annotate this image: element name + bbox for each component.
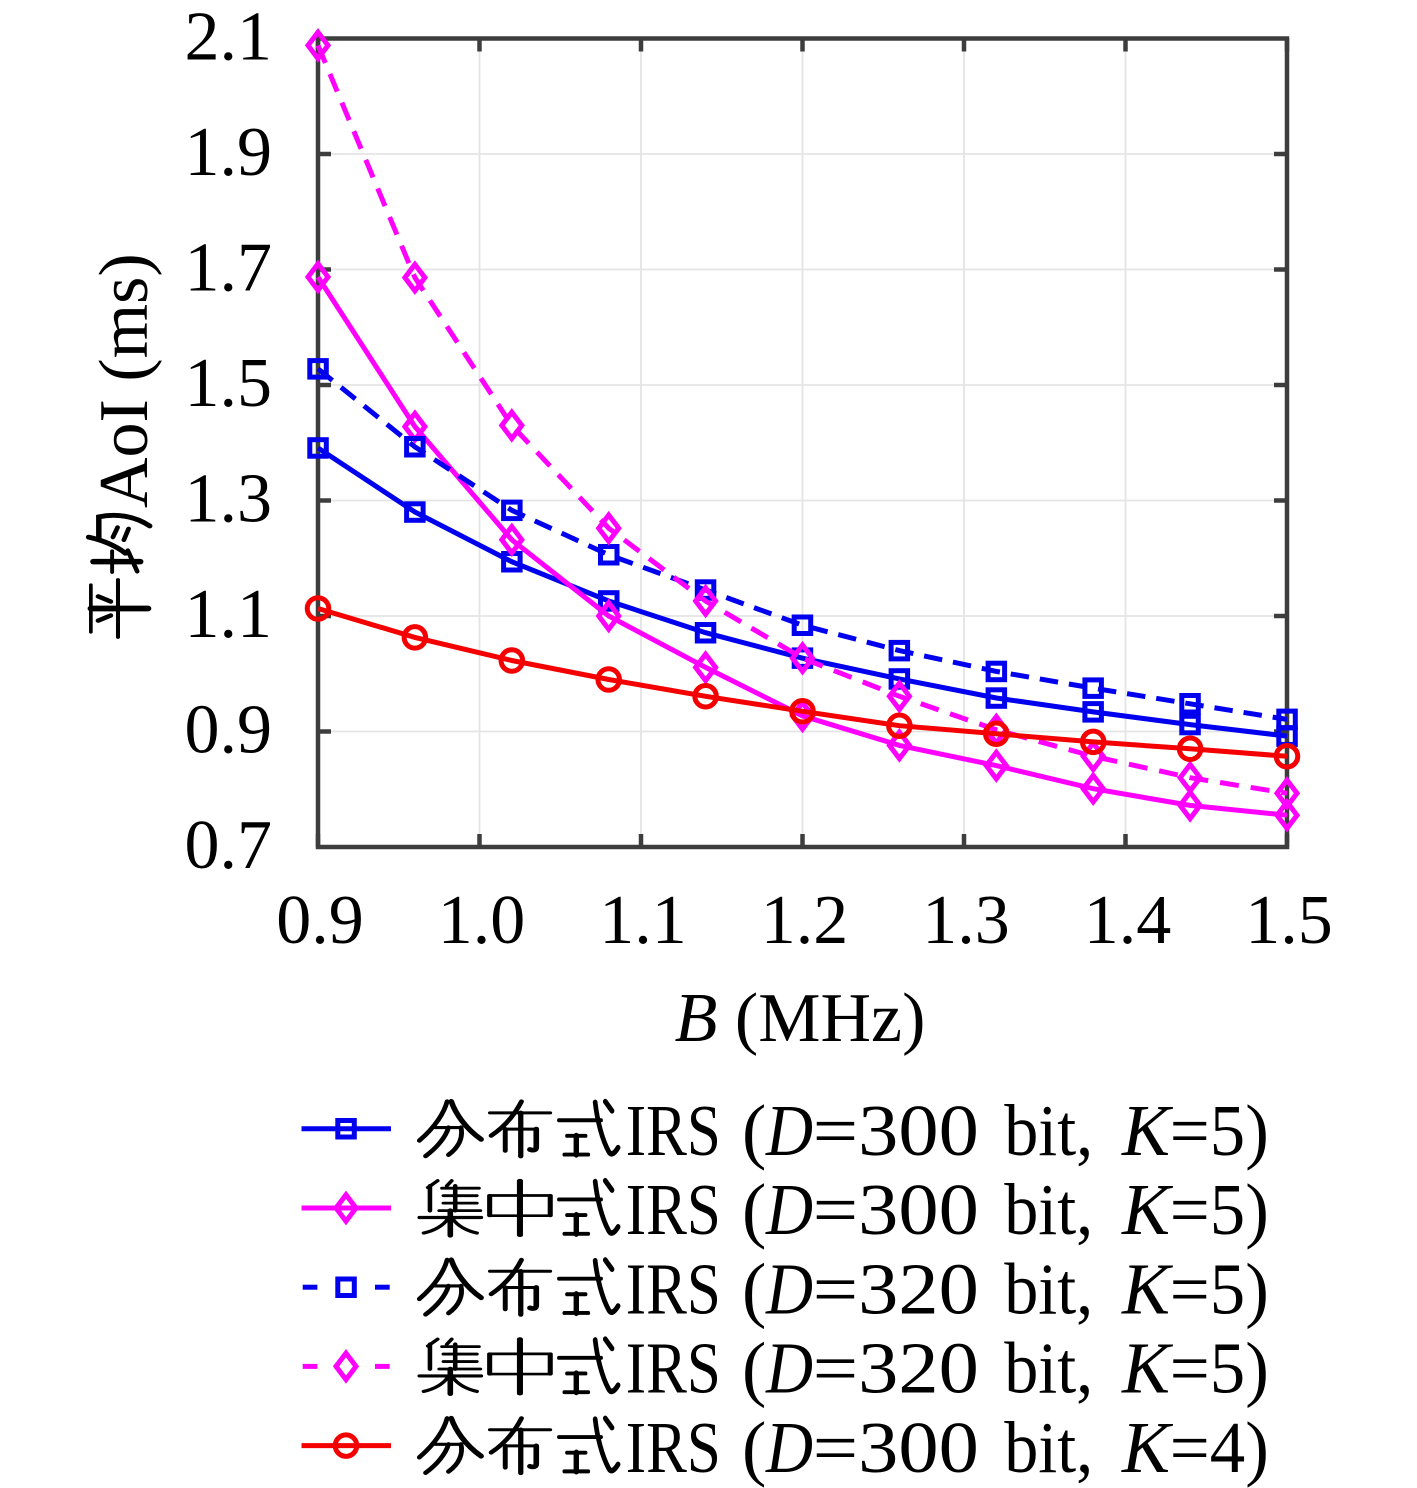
svg-text:1.3: 1.3 xyxy=(922,882,1010,959)
svg-text:=300: =300 xyxy=(813,1407,979,1488)
svg-text:(: ( xyxy=(742,1169,766,1250)
svg-text:K: K xyxy=(1121,1328,1173,1409)
svg-text:D: D xyxy=(765,1248,813,1329)
svg-text:IRS: IRS xyxy=(626,1169,721,1250)
svg-text:K: K xyxy=(1121,1248,1173,1329)
svg-text:bit,: bit, xyxy=(1004,1169,1093,1250)
svg-text:0.9: 0.9 xyxy=(276,882,364,959)
svg-text:IRS: IRS xyxy=(626,1248,721,1329)
svg-text:bit,: bit, xyxy=(1004,1248,1093,1329)
svg-text:(: ( xyxy=(742,1248,766,1329)
svg-text:1.4: 1.4 xyxy=(1084,882,1172,959)
svg-text:K: K xyxy=(1121,1090,1173,1171)
svg-text:1.7: 1.7 xyxy=(185,230,273,307)
svg-text:1.3: 1.3 xyxy=(185,461,273,538)
svg-text:(: ( xyxy=(742,1090,766,1171)
svg-text:1.9: 1.9 xyxy=(185,114,273,191)
svg-text:1.1: 1.1 xyxy=(599,882,687,959)
svg-text:=5): =5) xyxy=(1170,1090,1269,1171)
svg-text:=300: =300 xyxy=(813,1169,979,1250)
svg-text:1.2: 1.2 xyxy=(761,882,849,959)
svg-text:=320: =320 xyxy=(813,1248,979,1329)
svg-text:K: K xyxy=(1121,1407,1173,1488)
svg-text:IRS: IRS xyxy=(626,1090,721,1171)
svg-text:D: D xyxy=(765,1407,813,1488)
svg-text:D: D xyxy=(765,1169,813,1250)
svg-text:1.0: 1.0 xyxy=(438,882,526,959)
svg-text:2.1: 2.1 xyxy=(185,0,273,76)
svg-text:(: ( xyxy=(742,1328,766,1409)
svg-text:1.5: 1.5 xyxy=(1245,882,1333,959)
svg-text:AoI (ms): AoI (ms) xyxy=(86,253,163,508)
svg-text:IRS: IRS xyxy=(626,1407,721,1488)
svg-text:=5): =5) xyxy=(1170,1169,1269,1250)
svg-text:0.7: 0.7 xyxy=(185,807,273,884)
svg-text:K: K xyxy=(1121,1169,1173,1250)
svg-text:=5): =5) xyxy=(1170,1248,1269,1329)
svg-text:bit,: bit, xyxy=(1004,1090,1093,1171)
svg-text:1.5: 1.5 xyxy=(185,345,273,422)
svg-text:0.9: 0.9 xyxy=(185,692,273,769)
svg-text:=5): =5) xyxy=(1170,1328,1269,1409)
svg-text:D: D xyxy=(765,1328,813,1409)
svg-text:bit,: bit, xyxy=(1004,1328,1093,1409)
svg-text:IRS: IRS xyxy=(626,1328,721,1409)
svg-text:B (MHz): B (MHz) xyxy=(675,980,926,1057)
svg-text:bit,: bit, xyxy=(1004,1407,1093,1488)
svg-text:1.1: 1.1 xyxy=(185,576,273,653)
svg-text:D: D xyxy=(765,1090,813,1171)
svg-text:=300: =300 xyxy=(813,1090,979,1171)
svg-text:=4): =4) xyxy=(1170,1407,1269,1488)
svg-text:=320: =320 xyxy=(813,1328,979,1409)
svg-text:(: ( xyxy=(742,1407,766,1488)
